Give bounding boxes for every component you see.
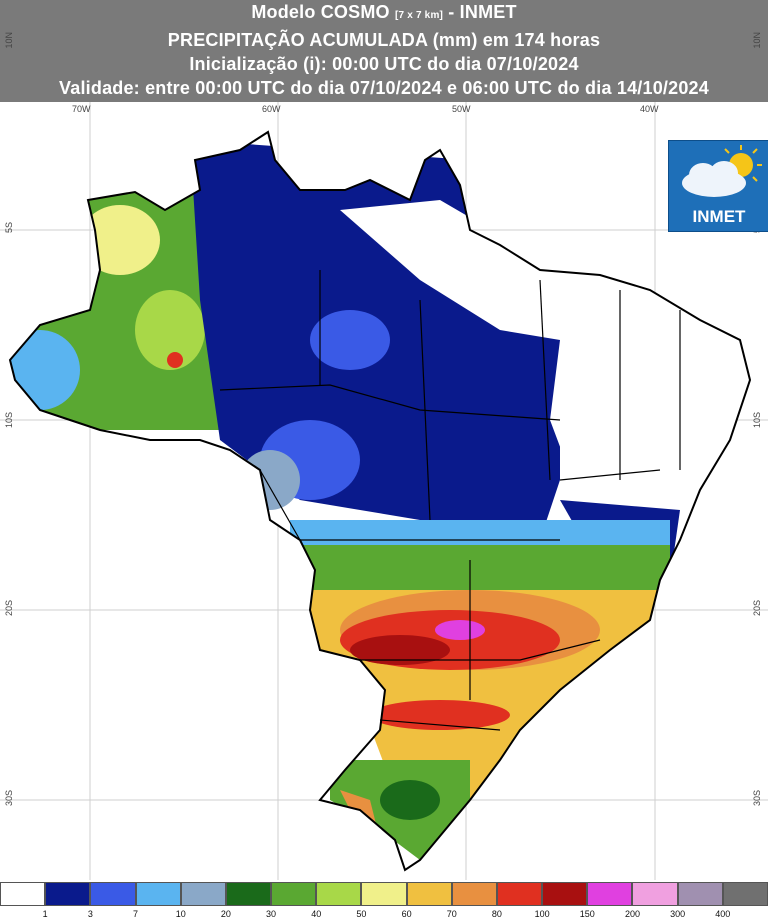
legend-swatch xyxy=(542,882,588,906)
legend-swatch xyxy=(496,882,543,906)
logo-text: INMET xyxy=(692,207,746,226)
legend-swatch xyxy=(180,882,226,906)
lat-label-10s-right: 10S xyxy=(752,412,762,429)
legend-label: 150 xyxy=(579,909,595,919)
title-line-4: Validade: entre 00:00 UTC do dia 07/10/2… xyxy=(59,78,709,98)
lat-label-30s-right: 30S xyxy=(752,790,762,807)
legend-label: 10 xyxy=(175,909,186,919)
lon-label-50w: 50W xyxy=(452,104,471,114)
lat-label-20s-right: 20S xyxy=(752,600,762,617)
lat-label-10s: 10S xyxy=(4,412,14,429)
map-header: Modelo COSMO [7 x 7 km] - INMET PRECIPIT… xyxy=(0,0,768,102)
legend-swatch xyxy=(587,882,633,906)
model-org: - INMET xyxy=(448,2,517,22)
lon-label-70w: 70W xyxy=(72,104,91,114)
lat-label-10n-right: 10N xyxy=(752,32,762,49)
legend-label: 300 xyxy=(670,909,686,919)
lat-label-20s: 20S xyxy=(4,600,14,617)
legend-swatch xyxy=(90,882,136,906)
legend-swatch xyxy=(135,882,181,906)
sun-cloud-icon xyxy=(682,145,762,197)
legend-label: 200 xyxy=(624,909,640,919)
lon-label-60w: 60W xyxy=(262,104,281,114)
legend-label: 1 xyxy=(42,909,48,919)
title-line-3: Inicialização (i): 00:00 UTC do dia 07/1… xyxy=(189,54,579,74)
map-svg xyxy=(0,102,768,880)
legend-label: 100 xyxy=(534,909,550,919)
legend-label: 70 xyxy=(446,909,457,919)
legend-swatch xyxy=(316,882,362,906)
model-name: Modelo COSMO xyxy=(251,2,390,22)
lon-label-40w: 40W xyxy=(640,104,659,114)
lat-label-10n: 10N xyxy=(4,32,14,49)
title-line-2: PRECIPITAÇÃO ACUMULADA (mm) em 174 horas xyxy=(167,30,601,50)
legend-label: 3 xyxy=(87,909,93,919)
title-line-1: Modelo COSMO [7 x 7 km] - INMET xyxy=(0,0,768,28)
legend-swatch xyxy=(632,882,678,906)
legend-swatch xyxy=(45,882,91,906)
legend-swatch xyxy=(361,882,407,906)
legend-label: 80 xyxy=(491,909,502,919)
legend-swatch xyxy=(677,882,723,906)
legend-swatch xyxy=(0,882,46,906)
legend-label: 400 xyxy=(715,909,731,919)
legend-label: 20 xyxy=(220,909,231,919)
legend-swatch xyxy=(451,882,497,906)
legend-swatch xyxy=(406,882,452,906)
inmet-logo: INMET xyxy=(668,140,768,232)
precipitation-map xyxy=(0,102,768,880)
legend-swatch xyxy=(271,882,317,906)
legend-label: 60 xyxy=(401,909,412,919)
state-boundaries xyxy=(219,270,681,731)
lat-label-30s: 30S xyxy=(4,790,14,807)
color-legend: 1 3 7 10 20 30 40 50 60 70 80 100 150 200 300 400 xyxy=(0,882,768,923)
legend-label: 30 xyxy=(266,909,277,919)
brazil-outline xyxy=(8,130,752,872)
legend-label: 50 xyxy=(356,909,367,919)
model-resolution: [7 x 7 km] xyxy=(394,10,444,21)
legend-swatch xyxy=(722,882,768,906)
legend-label: 40 xyxy=(311,909,322,919)
precip-field xyxy=(10,132,750,870)
legend-swatch xyxy=(225,882,272,906)
lat-label-5s: 5S xyxy=(4,222,14,234)
legend-label: 7 xyxy=(133,909,139,919)
